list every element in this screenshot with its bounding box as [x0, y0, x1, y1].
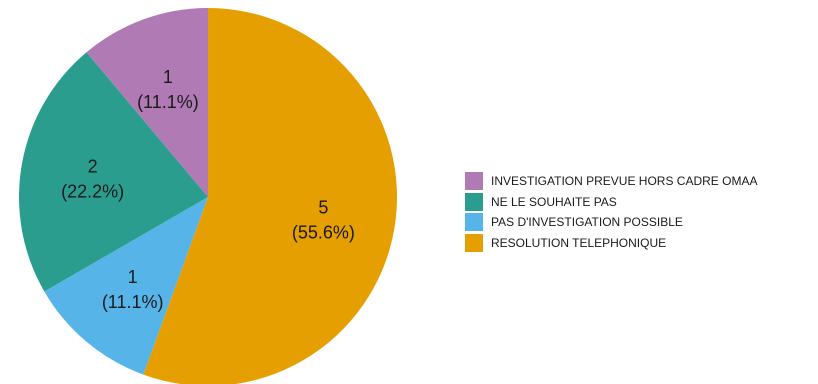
legend: INVESTIGATION PREVUE HORS CADRE OMAA NE … [465, 171, 757, 253]
legend-item-resolution-telephonique: RESOLUTION TELEPHONIQUE [465, 233, 757, 254]
slice-percent-label: (22.2%) [61, 182, 124, 202]
legend-item-investigation-prevue: INVESTIGATION PREVUE HORS CADRE OMAA [465, 171, 757, 192]
legend-label: INVESTIGATION PREVUE HORS CADRE OMAA [491, 174, 758, 189]
legend-swatch [465, 213, 483, 232]
legend-swatch [465, 233, 483, 252]
legend-label: NE LE SOUHAITE PAS [491, 194, 617, 209]
legend-item-pas-d-investigation: PAS D'INVESTIGATION POSSIBLE [465, 212, 757, 233]
legend-item-ne-le-souhaite-pas: NE LE SOUHAITE PAS [465, 192, 757, 213]
pie-slice [86, 7, 208, 197]
pie-slice [19, 52, 209, 292]
slice-percent-label: (11.1%) [102, 292, 164, 312]
pie-slice [143, 8, 397, 384]
legend-swatch [465, 192, 483, 211]
slice-count-label: 2 [88, 157, 98, 177]
slice-count-label: 1 [163, 67, 173, 87]
pie-slice [44, 197, 208, 375]
slice-count-label: 5 [318, 197, 328, 217]
legend-label: RESOLUTION TELEPHONIQUE [491, 235, 667, 250]
slice-count-label: 1 [128, 267, 138, 287]
legend-label: PAS D'INVESTIGATION POSSIBLE [491, 215, 683, 230]
legend-swatch [465, 172, 483, 191]
slice-percent-label: (11.1%) [137, 92, 199, 112]
slice-percent-label: (55.6%) [292, 222, 355, 242]
